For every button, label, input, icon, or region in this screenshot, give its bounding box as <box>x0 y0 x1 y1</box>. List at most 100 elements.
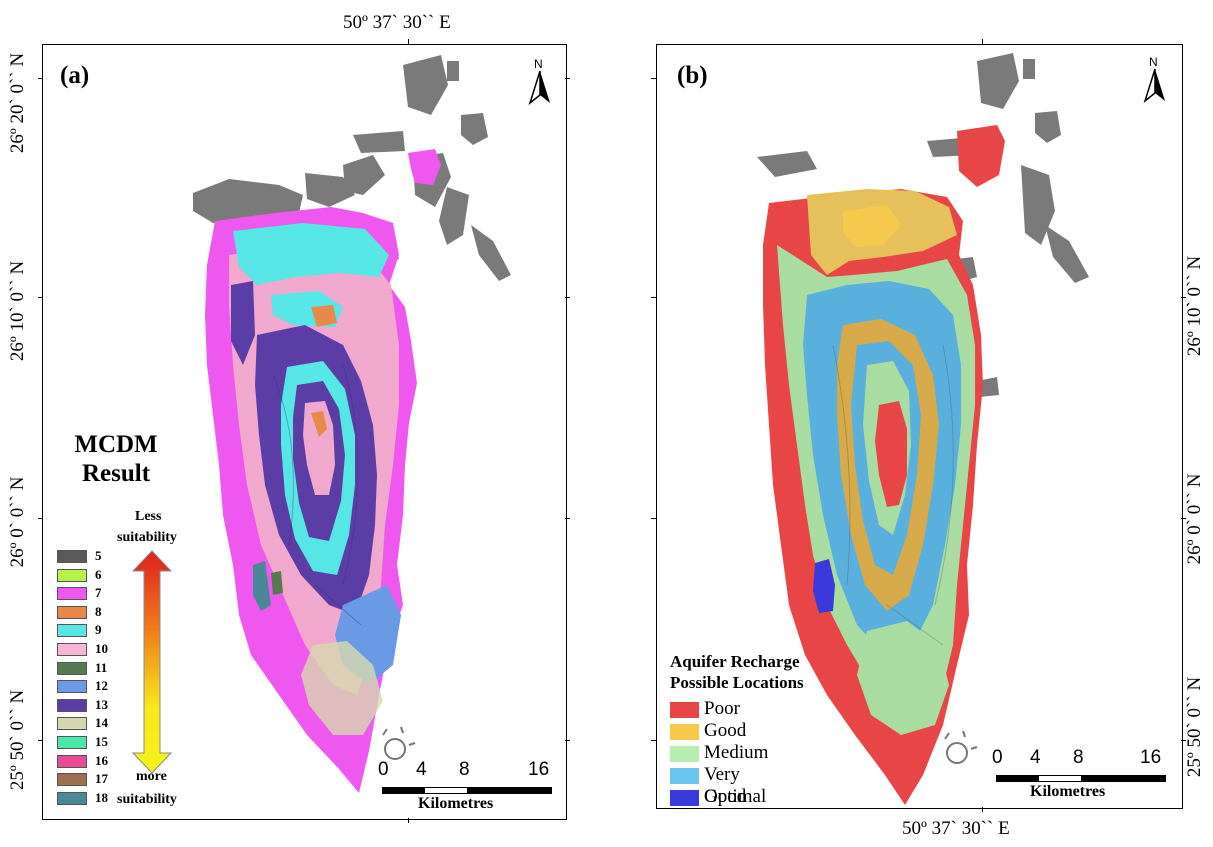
tick <box>982 807 983 812</box>
legend-label: 10 <box>95 641 108 656</box>
legend-swatch <box>57 773 87 787</box>
legend-label: 11 <box>95 659 108 675</box>
legend-swatch <box>57 624 87 638</box>
panel-label-a: (a) <box>60 62 90 89</box>
mcdm-map <box>193 55 511 793</box>
tick <box>565 518 570 519</box>
legend-swatch <box>57 605 87 619</box>
legend-label: 8 <box>95 603 102 619</box>
map-panel-b: (b) N Aquifer Recharge Possible Location… <box>656 44 1183 809</box>
north-arrow-icon: N <box>527 57 553 106</box>
legend-swatch <box>670 790 699 806</box>
southern-islets-b <box>944 730 978 764</box>
legend-swatch <box>57 661 87 675</box>
top-longitude-label: 50º 37` 30`` E <box>343 12 451 33</box>
tick <box>408 818 409 823</box>
north-arrow-label: N <box>534 57 543 71</box>
legend-swatch <box>57 736 87 749</box>
arrow-bottom-label-2: suitability <box>117 792 177 807</box>
legend-swatch <box>57 680 87 694</box>
scale-bar-track <box>996 775 1166 782</box>
legend-label: 18 <box>95 789 108 805</box>
tick <box>651 297 656 298</box>
scale-tick-16: 16 <box>1140 747 1162 768</box>
tick <box>982 39 983 44</box>
scale-tick-4: 4 <box>1030 747 1041 768</box>
panel-label-b: (b) <box>677 62 708 89</box>
map-panel-a: (a) N MCDM Result 5 6 7 8 9 10 11 12 13 14 15 16 17 1… <box>42 44 567 820</box>
legend-label: Very Good <box>704 764 747 807</box>
legend-label: Optimal <box>704 786 767 807</box>
scale-bar-b: 0 4 8 16 Kilometres <box>992 747 1172 803</box>
legend-swatch <box>670 746 699 762</box>
legend-title-b-line2: Possible Locations <box>670 673 804 692</box>
tick <box>651 78 656 79</box>
tick <box>651 518 656 519</box>
arrow-bottom-label: more <box>136 769 167 784</box>
legend-swatch <box>57 568 87 582</box>
north-arrow-icon: N <box>1142 55 1168 104</box>
tick <box>38 297 43 298</box>
tick <box>565 297 570 298</box>
legend-swatch <box>57 754 87 768</box>
lat-label-b-3: 25º 50` 0`` N <box>1184 676 1205 778</box>
northern-islands <box>193 55 511 281</box>
legend-title-line1: MCDM <box>74 431 158 458</box>
tick <box>565 740 570 741</box>
legend-label: 13 <box>95 696 108 712</box>
bottom-longitude-label: 50º 37` 30`` E <box>902 818 1010 839</box>
legend-title-b-line1: Aquifer Recharge <box>670 652 800 671</box>
tick <box>1181 297 1186 298</box>
tick <box>38 518 43 519</box>
legend-swatch <box>670 702 699 718</box>
southern-islets <box>382 726 416 760</box>
legend-swatch <box>57 550 87 563</box>
legend-swatch <box>57 587 87 601</box>
scale-tick-8: 8 <box>459 759 470 780</box>
legend-swatch <box>57 791 87 805</box>
lat-label-a-1: 26º 20` 0`` N <box>7 52 28 154</box>
scale-tick-16: 16 <box>528 759 550 780</box>
legend-label: 7 <box>95 585 102 601</box>
scale-tick-0: 0 <box>992 747 1003 768</box>
lat-label-a-2: 26º 10` 0`` N <box>7 260 28 362</box>
legend-label: 17 <box>95 771 108 787</box>
scale-tick-0: 0 <box>378 759 389 780</box>
legend-label: 6 <box>95 566 102 582</box>
lat-label-b-2: 26º 0` 0`` N <box>1184 473 1205 565</box>
lat-label-b-1: 26º 10` 0`` N <box>1184 255 1205 357</box>
tick <box>408 39 409 44</box>
legend-label: Medium <box>704 742 769 763</box>
legend-swatch <box>670 768 699 784</box>
suitability-gradient-arrow <box>131 550 173 774</box>
tick <box>565 78 570 79</box>
lat-label-a-4: 25º 50` 0`` N <box>7 689 28 791</box>
arrow-top-label: Less <box>135 509 162 524</box>
recharge-map <box>757 53 1089 805</box>
arrow-top-label-2: suitability <box>117 530 177 545</box>
tick <box>1181 740 1186 741</box>
legend-label: 16 <box>95 752 108 768</box>
scale-unit-a: Kilometres <box>418 795 494 812</box>
scale-bar-a: 0 4 8 16 Kilometres <box>378 759 558 815</box>
legend-label: 12 <box>95 678 108 694</box>
tick <box>651 740 656 741</box>
tick <box>1181 518 1186 519</box>
scale-bar-track <box>382 787 552 794</box>
legend-label: 15 <box>95 734 108 749</box>
legend-label: 14 <box>95 715 108 731</box>
scale-tick-8: 8 <box>1073 747 1084 768</box>
tick <box>38 740 43 741</box>
scale-unit-b: Kilometres <box>1030 783 1106 800</box>
legend-title-b: Aquifer Recharge Possible Locations <box>670 651 804 693</box>
legend-swatch <box>670 724 699 740</box>
legend-swatch <box>57 717 87 731</box>
legend-swatch <box>57 643 87 656</box>
legend-title-line2: Result <box>81 460 151 487</box>
legend-label: Good <box>704 720 747 741</box>
legend-swatch <box>57 698 87 712</box>
lat-label-a-3: 26º 0` 0`` N <box>7 476 28 568</box>
legend-label: 5 <box>95 548 102 563</box>
legend-label: 9 <box>95 622 102 638</box>
scale-tick-4: 4 <box>416 759 427 780</box>
